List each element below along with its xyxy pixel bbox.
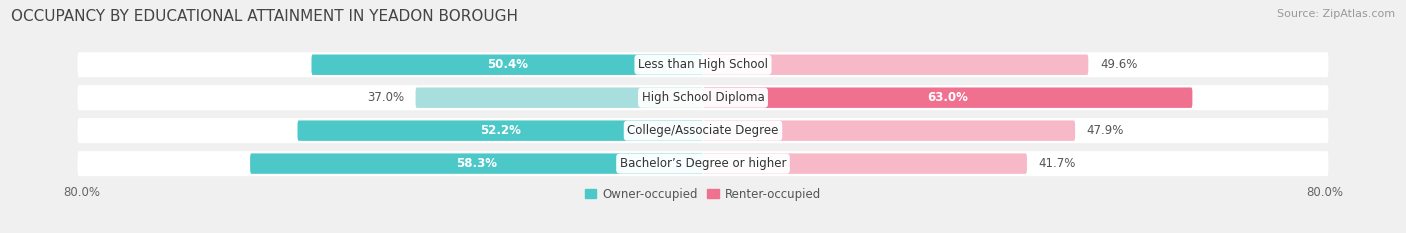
FancyBboxPatch shape [77,52,1329,77]
Text: OCCUPANCY BY EDUCATIONAL ATTAINMENT IN YEADON BOROUGH: OCCUPANCY BY EDUCATIONAL ATTAINMENT IN Y… [11,9,519,24]
FancyBboxPatch shape [703,87,1192,108]
FancyBboxPatch shape [703,55,1088,75]
Text: 50.4%: 50.4% [486,58,527,71]
FancyBboxPatch shape [703,120,1076,141]
Text: Bachelor’s Degree or higher: Bachelor’s Degree or higher [620,157,786,170]
FancyBboxPatch shape [77,118,1329,143]
Text: 52.2%: 52.2% [479,124,520,137]
Legend: Owner-occupied, Renter-occupied: Owner-occupied, Renter-occupied [579,183,827,206]
Text: 41.7%: 41.7% [1039,157,1076,170]
FancyBboxPatch shape [312,55,703,75]
Text: 37.0%: 37.0% [367,91,404,104]
FancyBboxPatch shape [77,85,1329,110]
FancyBboxPatch shape [703,153,1026,174]
Text: High School Diploma: High School Diploma [641,91,765,104]
Text: 58.3%: 58.3% [456,157,498,170]
FancyBboxPatch shape [416,87,703,108]
Text: College/Associate Degree: College/Associate Degree [627,124,779,137]
Text: 49.6%: 49.6% [1099,58,1137,71]
FancyBboxPatch shape [77,151,1329,176]
Text: 63.0%: 63.0% [928,91,969,104]
Text: Less than High School: Less than High School [638,58,768,71]
FancyBboxPatch shape [298,120,703,141]
Text: Source: ZipAtlas.com: Source: ZipAtlas.com [1277,9,1395,19]
Text: 47.9%: 47.9% [1087,124,1125,137]
FancyBboxPatch shape [250,153,703,174]
